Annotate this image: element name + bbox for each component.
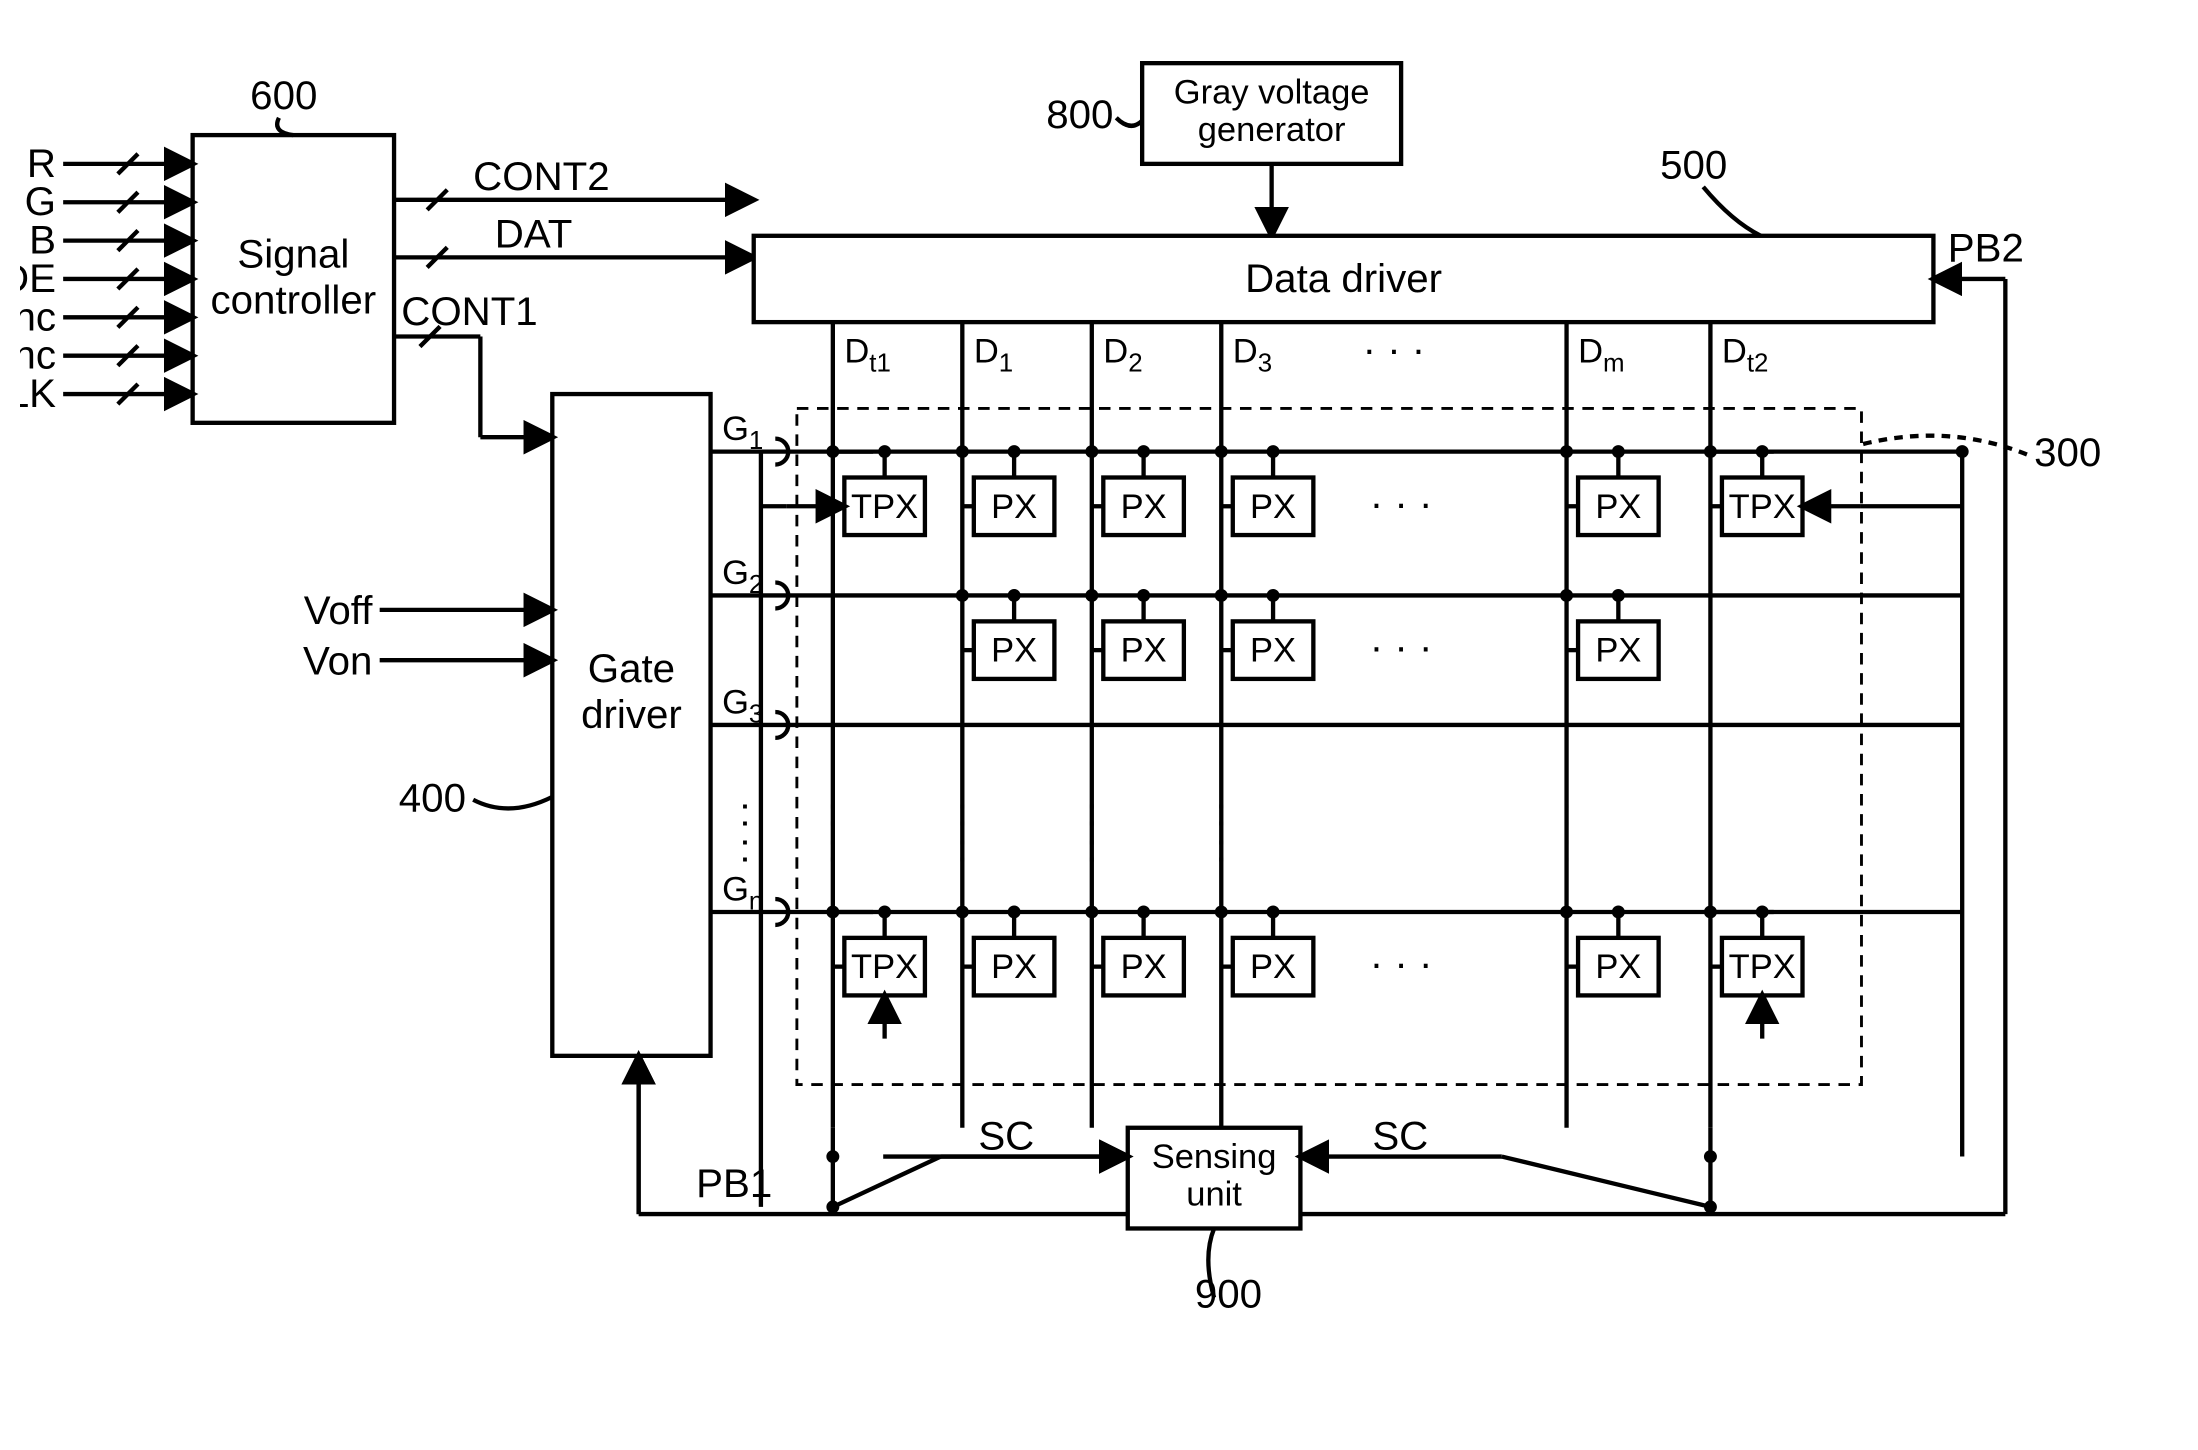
label: PX (991, 632, 1037, 670)
label: TPX (1729, 488, 1796, 526)
svg-text:G1: G1 (722, 410, 763, 455)
label: : (957, 826, 968, 871)
svg-text:G3: G3 (722, 683, 763, 728)
label: TPX (1729, 948, 1796, 986)
label: : (827, 826, 838, 871)
ref-300: 300 (2034, 430, 2101, 475)
signal-controller-label: Signal (237, 231, 349, 276)
label: PX (991, 488, 1037, 526)
label: PX (1250, 948, 1296, 986)
label: DAT (495, 211, 573, 256)
label: driver (581, 692, 682, 737)
svg-text:D3: D3 (1233, 332, 1272, 377)
svg-text:Dm: Dm (1578, 332, 1625, 377)
svg-text:D2: D2 (1103, 332, 1142, 377)
label: Data driver (1245, 256, 1442, 301)
label: TPX (851, 488, 918, 526)
label: : (1216, 826, 1227, 871)
display-panel (797, 408, 1862, 1084)
label: TPX (851, 948, 918, 986)
ref-500: 500 (1660, 142, 1727, 187)
label: PB2 (1948, 226, 2024, 271)
label: generator (1198, 111, 1346, 149)
label: PX (1121, 948, 1167, 986)
label: · · · (1370, 941, 1433, 986)
label: PX (1121, 632, 1167, 670)
ref-900: 900 (1195, 1272, 1262, 1317)
label: SC (978, 1113, 1034, 1158)
label: PX (1595, 488, 1641, 526)
input-MCLK: MCLK (20, 371, 56, 416)
label: unit (1186, 1175, 1242, 1213)
label: PX (1250, 488, 1296, 526)
label: Gate (588, 646, 675, 691)
label: CONT1 (401, 289, 537, 334)
label: PX (1250, 632, 1296, 670)
svg-text:Dt2: Dt2 (1722, 332, 1769, 377)
svg-text:Gn: Gn (722, 870, 763, 915)
svg-text:D1: D1 (974, 332, 1013, 377)
svg-text:Dt1: Dt1 (844, 332, 891, 377)
label: CONT2 (473, 154, 609, 199)
label: : (1705, 826, 1716, 871)
signal-controller-label2: controller (211, 277, 377, 322)
label: PX (991, 948, 1037, 986)
label: PX (1595, 632, 1641, 670)
label: Voff (304, 588, 373, 633)
label: PX (1595, 948, 1641, 986)
label: Von (303, 639, 372, 684)
label: · · · (1363, 326, 1426, 371)
label: SC (1372, 1113, 1428, 1158)
ref-600: 600 (250, 73, 317, 118)
label: · · · (1370, 624, 1433, 669)
label: · · · (1370, 480, 1433, 525)
label: : (1086, 826, 1097, 871)
label: Gray voltage (1174, 73, 1370, 111)
ref-800: 800 (1046, 92, 1113, 137)
label: : (739, 826, 750, 871)
label: PX (1121, 488, 1167, 526)
label: : (1561, 826, 1572, 871)
ref-400: 400 (399, 775, 466, 820)
label: Sensing (1152, 1138, 1277, 1176)
svg-text:G2: G2 (722, 554, 763, 599)
